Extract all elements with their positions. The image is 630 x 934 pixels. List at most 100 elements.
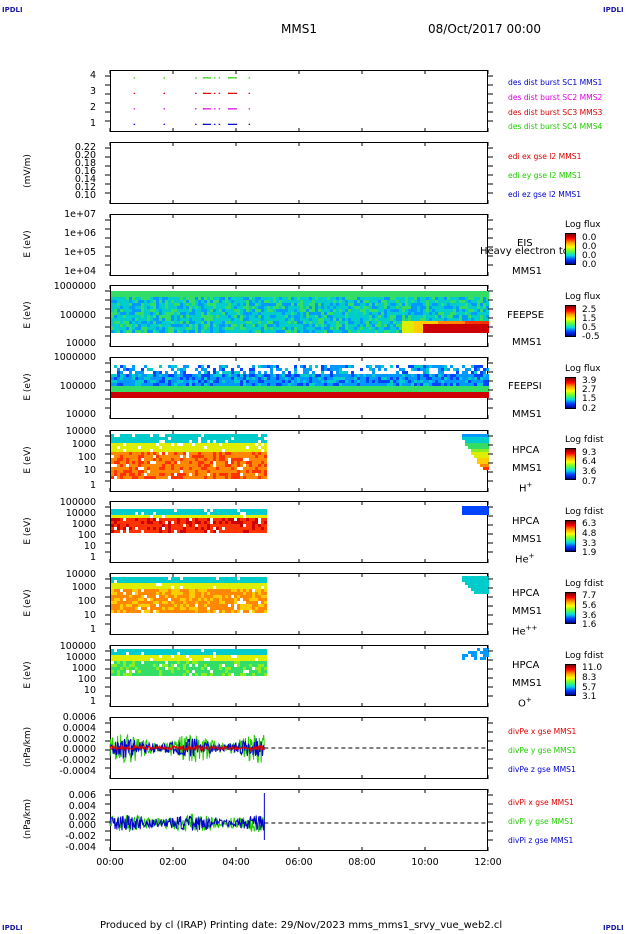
feeps-e-cell [357, 294, 360, 297]
hpca-he2-cell [222, 595, 225, 598]
feeps-e-cell [390, 300, 393, 303]
feeps-e-cell [156, 321, 159, 324]
hpca-h-cell [138, 434, 141, 437]
hpca-he2-cell [156, 598, 159, 601]
feeps-e-cell [483, 324, 486, 327]
feeps-e-cell [291, 291, 294, 294]
feeps-i-cell [132, 365, 135, 368]
hpca-o-cell [192, 652, 195, 655]
feeps-e-cell [387, 321, 390, 324]
hpca-he1-cell [144, 515, 147, 518]
hpca-he1-cell [132, 530, 135, 533]
feeps-e-cell [264, 324, 267, 327]
hpca-o-cell [111, 664, 114, 667]
feeps-i-cell [156, 389, 159, 392]
hpca-he1-cell [159, 518, 162, 521]
feeps-i-cell [474, 392, 477, 395]
feeps-i-cell [219, 389, 222, 392]
hpca-he1-cell [264, 515, 267, 518]
hpca-he1-cell [246, 530, 249, 533]
hpca-he2-cell [156, 586, 159, 589]
hpca-he2-cell [243, 583, 246, 586]
feeps-e-cell [174, 321, 177, 324]
hpca-h-cell [159, 470, 162, 473]
hpca-he1-cell [147, 512, 150, 515]
feeps-i-cell [165, 374, 168, 377]
hpca-h-cell [204, 443, 207, 446]
hpca-h-cell [135, 461, 138, 464]
hpca-h-cell [186, 437, 189, 440]
hpca-he1-cell [231, 527, 234, 530]
hpca-h-cell [228, 443, 231, 446]
feeps-i-cell [405, 392, 408, 395]
hpca-he1-cell [252, 518, 255, 521]
hpca-he2-cell [261, 601, 264, 604]
feeps-e-cell [174, 324, 177, 327]
hpca-o-cell [141, 670, 144, 673]
feeps-e-cell [276, 315, 279, 318]
feeps-i-cell [150, 377, 153, 380]
hpca-h-cell [234, 440, 237, 443]
hpca-he1-cell [114, 518, 117, 521]
feeps-i-cell [198, 380, 201, 383]
feeps-e-cell [309, 294, 312, 297]
hpca-he2-cell [210, 583, 213, 586]
feeps-e-cell [447, 330, 450, 333]
feeps-i-cell [378, 392, 381, 395]
feeps-i-cell [183, 365, 186, 368]
hpca-he2-cell [129, 586, 132, 589]
hpca-o-cell [138, 673, 141, 676]
feeps-i-cell [300, 392, 303, 395]
feeps-i-cell [231, 377, 234, 380]
hpca-he2-cell [204, 592, 207, 595]
hpca-he1-cell [216, 509, 219, 512]
feeps-e-cell [312, 312, 315, 315]
hpca-h-cell [126, 449, 129, 452]
feeps-e-cell [399, 330, 402, 333]
hpca-he1-cell [204, 521, 207, 524]
feeps-e-cell [114, 312, 117, 315]
hpca-o-cell [180, 658, 183, 661]
feeps-e-cell [339, 306, 342, 309]
feeps-i-cell [138, 392, 141, 395]
hpca-he2-cell [123, 577, 126, 580]
hpca-he2-cell [252, 583, 255, 586]
feeps-e-cell [183, 300, 186, 303]
feeps-e-cell [189, 312, 192, 315]
hpca-he2-cell [129, 592, 132, 595]
hpca-he2-cell [174, 586, 177, 589]
feeps-e-cell [477, 330, 480, 333]
hpca-he2-cell [231, 586, 234, 589]
hpca-he2-cell [165, 583, 168, 586]
hpca-he1-cell [219, 509, 222, 512]
feeps-e-cell [474, 294, 477, 297]
feeps-e-cell [348, 306, 351, 309]
hpca-h-cell [138, 440, 141, 443]
hpca-he2-cell [165, 586, 168, 589]
hpca-o-cell [123, 661, 126, 664]
feeps-e-cell [117, 315, 120, 318]
hpca-he2-cell [207, 586, 210, 589]
feeps-i-cell [273, 395, 276, 398]
feeps-i-cell [450, 383, 453, 386]
feeps-i-cell [258, 395, 261, 398]
feeps-e-cell [465, 300, 468, 303]
feeps-e-cell [249, 291, 252, 294]
feeps-i-cell [336, 380, 339, 383]
feeps-i-cell [318, 386, 321, 389]
feeps-e-cell [246, 321, 249, 324]
hpca-o-cell [183, 670, 186, 673]
feeps-i-cell [285, 374, 288, 377]
feeps-i-cell [189, 386, 192, 389]
feeps-i-cell [303, 368, 306, 371]
hpca-h-cell [219, 470, 222, 473]
hpca-he1-cell [204, 527, 207, 530]
feeps-e-cell [381, 291, 384, 294]
feeps-e-cell [306, 306, 309, 309]
hpca-o-cell [207, 670, 210, 673]
feeps-i-cell [393, 392, 396, 395]
feeps-i-cell [213, 386, 216, 389]
feeps-e-cell [387, 309, 390, 312]
feeps-i-cell [225, 380, 228, 383]
feeps-e-cell [237, 330, 240, 333]
